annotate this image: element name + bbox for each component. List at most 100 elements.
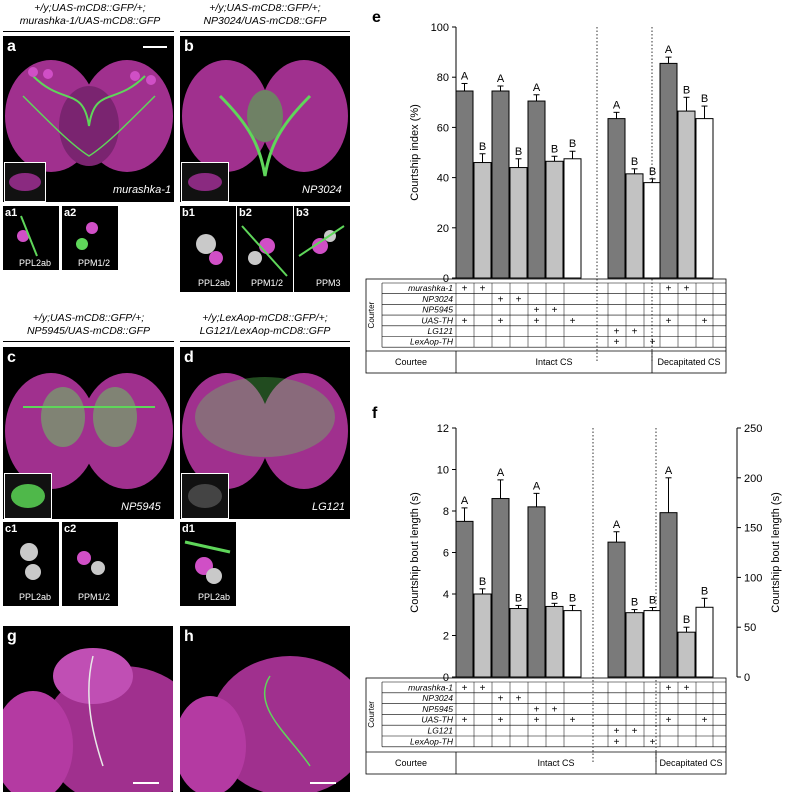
chart-e-sig-letter: B: [515, 146, 522, 158]
chart-e-table-plus: +: [702, 316, 708, 327]
panel-b2-label: b2: [239, 207, 252, 219]
chart-f-table-rowname: NP5945: [422, 704, 453, 714]
chart-e-table-rowname: UAS-TH: [421, 315, 454, 325]
panel-a-brain: [5, 60, 173, 172]
panel-b2-image: b2 PPM1/2: [237, 206, 293, 292]
chart-e-sig-letter: A: [533, 82, 541, 94]
chart-f-bar: [527, 506, 546, 678]
chart-f-courter-label: Courter: [367, 701, 376, 728]
panel-b-brain: [182, 60, 348, 177]
chart-f-table-plus: +: [498, 715, 504, 726]
chart-f-table-plus: +: [632, 726, 638, 737]
panel-d1-label: d1: [182, 523, 195, 535]
chart-e-table-rowname: LG121: [427, 326, 453, 336]
chart-f-group-intact: Intact CS: [537, 758, 574, 768]
panel-b1-region: PPL2ab: [198, 278, 231, 288]
chart-f-table-plus: +: [666, 683, 672, 694]
chart-e-ylabel: Courtship index (%): [409, 104, 421, 201]
panel-g-image: g: [3, 626, 173, 792]
panel-g-brain: [3, 648, 173, 792]
chart-e-bar: [607, 118, 626, 279]
chart-f-sig-letter: B: [701, 585, 708, 597]
chart-f-ytick-right-label: 250: [744, 423, 762, 435]
chart-e-sig-letter: A: [613, 99, 621, 111]
chart-f-ytick-label: 12: [437, 423, 449, 435]
chart-f-sig-letter: B: [551, 590, 558, 602]
panel-c2-label: c2: [64, 523, 77, 535]
chart-e-sig-letter: A: [497, 73, 505, 85]
chart-e-table-plus: +: [650, 337, 656, 348]
panel-a1-region: PPL2ab: [19, 258, 52, 268]
chart-f-table-rowname: UAS-TH: [421, 715, 454, 725]
panel-a2-image: a2 PPM1/2: [62, 206, 118, 270]
chart-f-table-plus: +: [614, 726, 620, 737]
panel-b-genotype-line2: NP3024/UAS-mCD8::GFP: [203, 15, 327, 27]
chart-f-sig-letter: A: [613, 519, 621, 531]
panel-c-header: +/y;UAS-mCD8::GFP/+; NP5945/UAS-mCD8::GF…: [3, 312, 174, 338]
chart-e-bar: [563, 158, 582, 279]
chart-e-table-rowname: NP3024: [422, 294, 453, 304]
panel-d-genotype-line1: +/y;LexAop-mCD8::GFP/+;: [202, 312, 328, 324]
chart-e-sig-letter: B: [649, 166, 656, 178]
chart-f-table-plus: +: [462, 715, 468, 726]
chart-e-ytick-label: 20: [437, 223, 449, 235]
chart-f-sig-letter: B: [631, 597, 638, 609]
chart-e-table-plus: +: [666, 284, 672, 295]
chart-f-ytick-right-label: 200: [744, 473, 762, 485]
panel-b-rule: [180, 31, 350, 32]
chart-e-table-plus: +: [534, 316, 540, 327]
panel-c2-image: c2 PPM1/2: [62, 522, 118, 606]
panel-b-header: +/y;UAS-mCD8::GFP/+; NP3024/UAS-mCD8::GF…: [180, 2, 350, 28]
chart-e-ytick-label: 60: [437, 122, 449, 134]
chart-e-table-plus: +: [666, 316, 672, 327]
chart-f-bar: [509, 608, 528, 678]
chart-e-table-rowname: NP5945: [422, 305, 453, 315]
chart-f-table-plus: +: [534, 715, 540, 726]
panel-d-header: +/y;LexAop-mCD8::GFP/+; LG121/LexAop-mCD…: [180, 312, 350, 338]
chart-f-bar: [491, 498, 510, 678]
chart-e-table-plus: +: [684, 284, 690, 295]
chart-f-table-plus: +: [650, 737, 656, 748]
chart-f-sig-letter: B: [515, 592, 522, 604]
chart-f-table-rowname: murashka-1: [408, 682, 453, 692]
chart-e-table-plus: +: [498, 316, 504, 327]
chart-e-table-plus: +: [480, 284, 486, 295]
chart-e-table-plus: +: [614, 327, 620, 338]
chart-f-ytick-label: 6: [443, 548, 449, 560]
chart-f-sig-letter: B: [569, 592, 576, 604]
panel-b-genotype: NP3024: [302, 184, 342, 196]
chart-f-table-plus: +: [552, 704, 558, 715]
panel-h-brain: [180, 656, 350, 792]
chart-f-table-plus: +: [570, 715, 576, 726]
panel-e-label: e: [372, 9, 381, 26]
chart-f-table-rowname: LG121: [427, 726, 453, 736]
panel-d1-image: d1 PPL2ab: [180, 522, 236, 606]
chart-e-bar: [527, 100, 546, 279]
chart-e-bar: [659, 62, 678, 279]
chart-e-table-plus: +: [516, 294, 522, 305]
chart-f-ytick-right-label: 50: [744, 622, 756, 634]
chart-e-courter-label: Courter: [367, 301, 376, 328]
panel-a-genotype: murashka-1: [113, 184, 172, 196]
panel-d-image: d LG121: [180, 347, 350, 519]
chart-e-table-plus: +: [632, 327, 638, 338]
panel-b3-image: b3 PPM3: [294, 206, 350, 292]
chart-f-bar: [659, 512, 678, 678]
chart-e-sig-letter: B: [569, 138, 576, 150]
chart-f-ytick-right-label: 100: [744, 572, 762, 584]
panel-a-inset: [4, 162, 46, 202]
chart-f-table-plus: +: [666, 715, 672, 726]
panel-c1-label: c1: [5, 523, 18, 535]
panel-c-genotype-line1: +/y;UAS-mCD8::GFP/+;: [32, 312, 145, 324]
chart-f-bar: [545, 605, 564, 678]
chart-f-courtee-label: Courtee: [395, 758, 427, 768]
chart-e-sig-letter: B: [551, 143, 558, 155]
panel-a-rule: [3, 31, 174, 32]
panel-c1-image: c1 PPL2ab: [3, 522, 59, 606]
panel-b-genotype-line1: +/y;UAS-mCD8::GFP/+;: [209, 2, 321, 14]
chart-f-ytick-label: 8: [443, 506, 449, 518]
chart-f-table-plus: +: [462, 683, 468, 694]
panel-a2-label: a2: [64, 207, 77, 219]
chart-f-ytick-right-label: 150: [744, 523, 762, 535]
panel-c-inset: [4, 473, 52, 519]
